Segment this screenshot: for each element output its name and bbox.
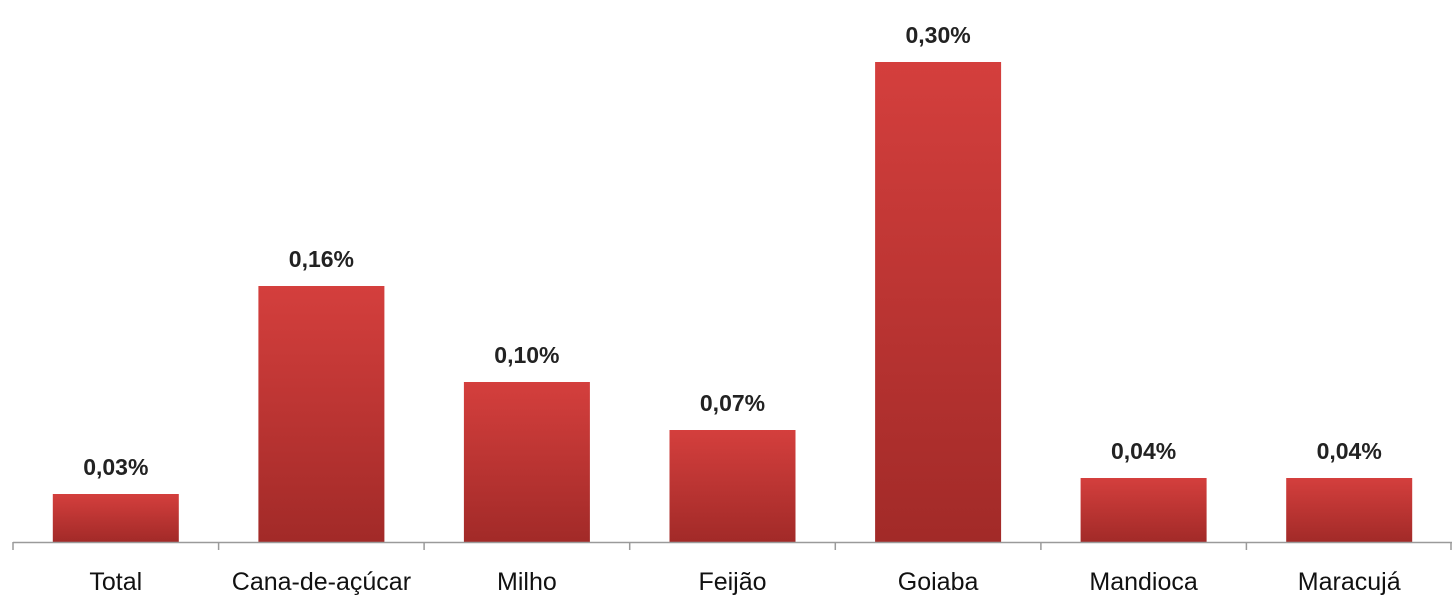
bars-group (52, 62, 1413, 542)
category-label-total: Total (89, 568, 142, 596)
bar-cana-de-acucar (258, 286, 385, 542)
data-label-total: 0,03% (83, 454, 148, 480)
category-label-maracuja: Maracujá (1298, 568, 1401, 596)
data-label-feijao: 0,07% (700, 390, 765, 416)
category-label-cana-de-acucar: Cana-de-açúcar (232, 568, 411, 596)
data-label-goiaba: 0,30% (905, 22, 970, 48)
category-label-mandioca: Mandioca (1089, 568, 1197, 596)
category-label-goiaba: Goiaba (898, 568, 979, 596)
bar-feijao (669, 430, 796, 542)
category-label-feijao: Feijão (698, 568, 766, 596)
data-label-cana-de-acucar: 0,16% (289, 246, 354, 272)
bar-total (52, 494, 179, 542)
bar-mandioca (1080, 478, 1207, 542)
bar-milho (463, 382, 590, 542)
data-label-maracuja: 0,04% (1317, 438, 1382, 464)
category-labels-group: Total Cana-de-açúcar Milho Feijão Goiaba Mand… (89, 568, 1400, 596)
data-label-milho: 0,10% (494, 342, 559, 368)
bar-goiaba (875, 62, 1002, 542)
category-label-milho: Milho (497, 568, 557, 596)
data-label-mandioca: 0,04% (1111, 438, 1176, 464)
bar-maracuja (1286, 478, 1413, 542)
x-axis (12, 541, 1452, 550)
data-labels-group: 0,03% 0,16% 0,10% 0,07% 0,30% 0,04% 0,04% (83, 22, 1382, 480)
